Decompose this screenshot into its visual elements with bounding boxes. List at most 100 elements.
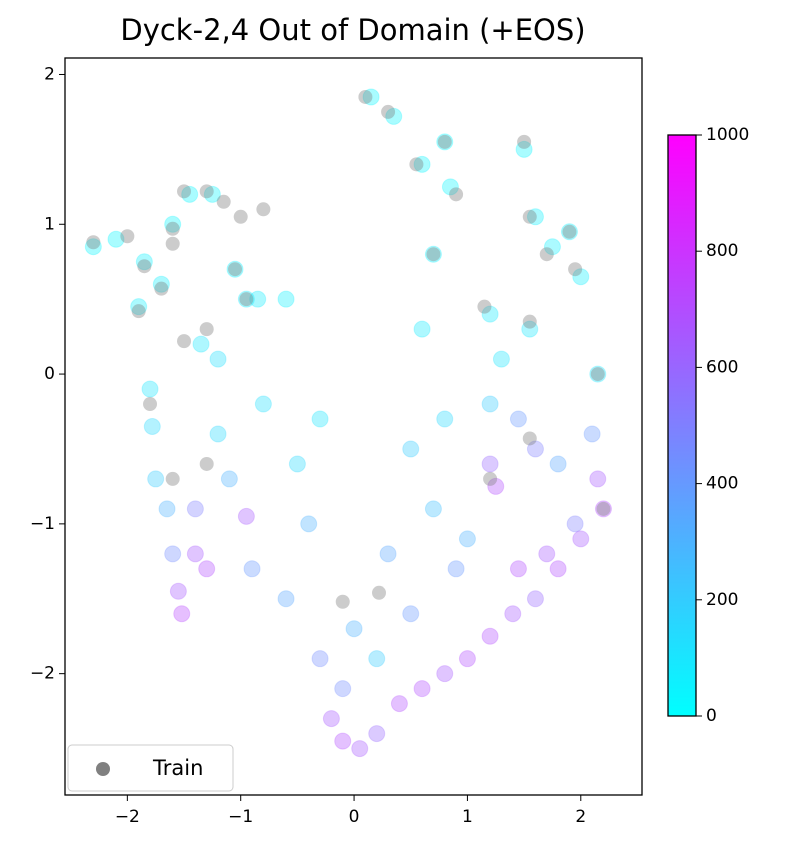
train-point bbox=[372, 585, 387, 600]
chart-title: Dyck-2,4 Out of Domain (+EOS) bbox=[120, 13, 585, 47]
train-point bbox=[165, 221, 180, 236]
point bbox=[141, 380, 159, 398]
train-point bbox=[596, 501, 611, 516]
point bbox=[436, 665, 454, 683]
point bbox=[504, 605, 522, 623]
train-point bbox=[239, 292, 254, 307]
train-point bbox=[568, 262, 583, 277]
x-tick-label: −1 bbox=[228, 807, 253, 827]
point bbox=[560, 223, 578, 241]
point bbox=[362, 88, 380, 106]
point bbox=[509, 560, 527, 578]
train-point bbox=[409, 157, 424, 172]
point bbox=[300, 515, 318, 533]
point bbox=[277, 590, 295, 608]
train-point bbox=[522, 314, 537, 329]
point bbox=[158, 500, 176, 518]
train-point bbox=[358, 89, 373, 104]
train-point bbox=[199, 184, 214, 199]
point bbox=[390, 695, 408, 713]
point bbox=[487, 477, 505, 495]
train-point bbox=[562, 224, 577, 239]
train-point bbox=[165, 236, 180, 251]
point bbox=[237, 290, 255, 308]
y-tick-label: 2 bbox=[44, 64, 55, 84]
point bbox=[143, 418, 161, 435]
train-point bbox=[131, 304, 146, 319]
point bbox=[413, 680, 431, 698]
train-point bbox=[539, 247, 554, 262]
point bbox=[521, 320, 539, 338]
point bbox=[368, 725, 386, 743]
point bbox=[402, 605, 420, 623]
point bbox=[334, 732, 352, 750]
point bbox=[413, 320, 431, 338]
point bbox=[385, 107, 403, 125]
point bbox=[492, 350, 510, 368]
train-point bbox=[477, 299, 492, 314]
point bbox=[237, 507, 255, 525]
train-point bbox=[216, 194, 231, 209]
point bbox=[509, 410, 527, 428]
point bbox=[192, 335, 210, 353]
point bbox=[169, 582, 187, 600]
point bbox=[84, 238, 102, 256]
point bbox=[515, 140, 533, 158]
point bbox=[566, 515, 584, 533]
train-point bbox=[199, 322, 214, 337]
x-tick-label: 2 bbox=[575, 807, 586, 827]
train-point bbox=[228, 262, 243, 277]
x-tick-label: 1 bbox=[462, 807, 473, 827]
point bbox=[572, 268, 590, 286]
train-point bbox=[165, 471, 180, 486]
train-point bbox=[517, 134, 532, 149]
point bbox=[481, 627, 499, 645]
colorbar-tick-label: 400 bbox=[706, 474, 738, 494]
legend-label: Train bbox=[152, 756, 203, 780]
train-point bbox=[86, 235, 101, 250]
point bbox=[458, 530, 476, 548]
point bbox=[203, 185, 221, 203]
point bbox=[186, 545, 204, 563]
train-point bbox=[522, 209, 537, 224]
point bbox=[436, 410, 454, 428]
point bbox=[164, 545, 182, 563]
point bbox=[311, 650, 329, 668]
colorbar-tick-label: 800 bbox=[706, 241, 738, 261]
x-tick-label: 0 bbox=[349, 807, 360, 827]
colorbar-tick-label: 600 bbox=[706, 357, 738, 377]
point bbox=[481, 305, 499, 323]
train-point bbox=[590, 367, 605, 382]
legend-box bbox=[67, 744, 234, 792]
point bbox=[526, 208, 544, 226]
point bbox=[526, 440, 544, 458]
point bbox=[526, 590, 544, 608]
colorbar-tick-label: 0 bbox=[706, 706, 717, 726]
point bbox=[186, 500, 204, 518]
train-point bbox=[335, 594, 350, 609]
point bbox=[147, 470, 165, 488]
train-point bbox=[381, 104, 396, 119]
point bbox=[447, 560, 465, 578]
colorbar-tick-label: 200 bbox=[706, 590, 738, 610]
point bbox=[243, 560, 261, 578]
point bbox=[107, 230, 125, 248]
point bbox=[249, 290, 267, 308]
point bbox=[402, 440, 420, 458]
point bbox=[351, 740, 369, 758]
point bbox=[220, 470, 238, 488]
point bbox=[334, 680, 352, 698]
point bbox=[543, 238, 561, 256]
point bbox=[368, 650, 386, 668]
point bbox=[198, 560, 216, 578]
train-point bbox=[426, 247, 441, 262]
train-point bbox=[120, 229, 135, 244]
point bbox=[589, 365, 607, 383]
point bbox=[135, 253, 153, 271]
train-point bbox=[233, 209, 248, 224]
point bbox=[379, 545, 397, 563]
point bbox=[424, 245, 442, 263]
point bbox=[549, 455, 567, 473]
